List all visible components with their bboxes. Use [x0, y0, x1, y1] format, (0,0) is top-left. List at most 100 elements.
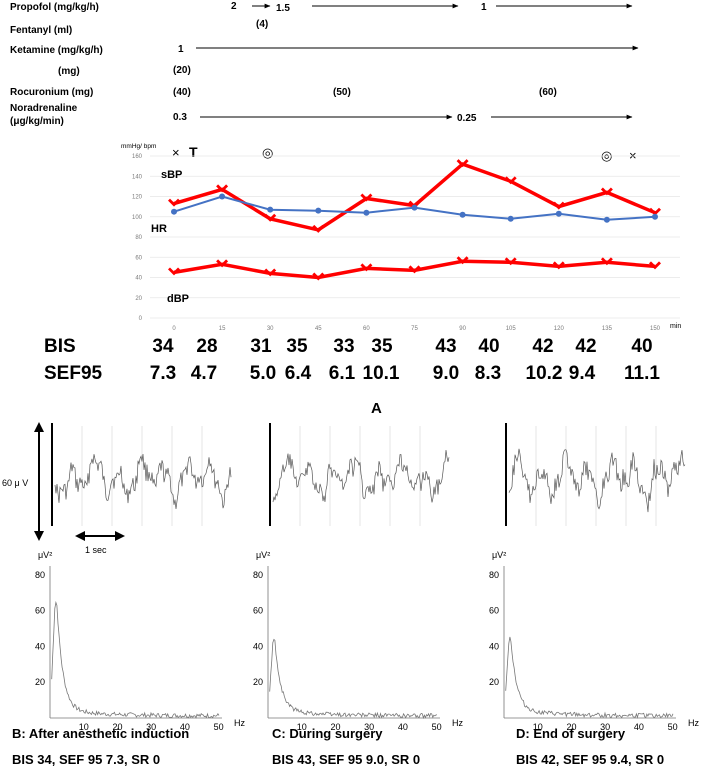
x-tick-label: 75 [411, 326, 418, 332]
panel-a-label: A [371, 400, 382, 417]
spectrum-y-tick: 20 [253, 677, 263, 687]
spectrum-y-tick: 60 [253, 606, 263, 616]
spectrum-y-tick: 80 [489, 570, 499, 580]
spectrum-y-tick: 40 [35, 641, 45, 651]
spectrum-curve [269, 638, 438, 720]
spectrum-y-tick: 40 [489, 641, 499, 651]
rocuronium-dose-3: (60) [539, 87, 557, 98]
spectrum-x-tick: 30 [600, 722, 610, 732]
bis-value: 35 [371, 336, 393, 357]
sbp-point [456, 159, 469, 168]
dbp-series-line [173, 259, 656, 280]
sbp-point [600, 187, 613, 196]
sef-value: 8.3 [475, 363, 501, 384]
spectrum-x-tick: 40 [634, 722, 644, 732]
eeg-panels: μV² 20 40 60 80 10 20 30 40 50 Hz B: After anesthet… [12, 423, 699, 767]
sbp-series-line [173, 162, 656, 232]
hr-point [603, 216, 610, 223]
time-scale-label: 1 sec [85, 545, 107, 555]
sbp-point [312, 224, 325, 233]
hr-point [507, 215, 514, 222]
dbp-point [360, 263, 373, 272]
x-tick-label: 45 [315, 326, 322, 332]
spectrum-xlabel: Hz [452, 718, 463, 728]
dbp-point [600, 257, 613, 266]
spectrum-x-tick: 50 [214, 722, 224, 732]
drug-label-fentanyl: Fentanyl (ml) [10, 25, 72, 36]
x-tick-label: 90 [459, 326, 466, 332]
eeg-panel-b: μV² 20 40 60 80 10 20 30 40 50 Hz B: After anesthet… [12, 423, 245, 767]
spectrum-y-tick: 80 [253, 570, 263, 580]
sef-value: 5.0 [250, 363, 276, 384]
spectrum-x-tick: 20 [330, 722, 340, 732]
panel-caption: BIS 34, SEF 95 7.3, SR 0 [12, 752, 160, 767]
sef-value: 9.0 [433, 363, 459, 384]
x-tick-label: 15 [219, 326, 226, 332]
chart-xlabel: min [670, 323, 681, 330]
hr-point [411, 204, 418, 211]
spectrum-x-tick: 10 [79, 722, 89, 732]
sef-value: 10.1 [363, 363, 400, 384]
panel-title: D: End of surgery [516, 726, 626, 741]
chart-x-ticks: 0 15 30 45 60 75 90 105 120 135 150 [172, 326, 660, 332]
bis-value: 40 [631, 336, 652, 357]
sef-value: 4.7 [191, 363, 217, 384]
y-tick-label: 100 [132, 215, 143, 221]
spectrum-x-tick: 50 [668, 722, 678, 732]
bis-value: 34 [152, 336, 174, 357]
hr-point [555, 210, 562, 217]
bis-row-label: BIS [44, 336, 76, 357]
sbp-point [504, 176, 517, 185]
propofol-rate-1: 1 [481, 2, 487, 13]
drug-label-noradrenaline-unit: (μg/kg/min) [10, 116, 64, 127]
hr-point [171, 208, 177, 215]
sbp-point [552, 201, 565, 210]
y-tick-label: 60 [135, 255, 142, 261]
drug-label-propofol: Propofol (mg/kg/h) [10, 2, 99, 13]
start-x-marker: × [172, 145, 180, 160]
sef-value: 10.2 [526, 363, 563, 384]
spectrum-x-tick: 30 [146, 722, 156, 732]
dbp-point [456, 256, 469, 265]
spectrum-x-tick: 20 [112, 722, 122, 732]
t-marker: T [189, 144, 198, 160]
eeg-trace [508, 448, 686, 513]
spectrum-x-tick: 40 [180, 722, 190, 732]
spectrum-y-tick: 60 [489, 606, 499, 616]
sef-value: 9.4 [569, 363, 596, 384]
dbp-point [408, 265, 421, 274]
hr-series-label: HR [151, 223, 167, 235]
sbp-point [168, 198, 180, 207]
bis-value: 31 [250, 336, 272, 357]
hr-point [459, 211, 466, 218]
spectrum-ylabel: μV² [256, 550, 270, 560]
spectrum-curve [51, 600, 220, 719]
sbp-point [216, 184, 229, 193]
dbp-point [504, 257, 517, 266]
y-tick-label: 0 [139, 316, 143, 322]
dbp-point [216, 259, 229, 268]
propofol-rate-2: 2 [231, 1, 237, 12]
x-tick-label: 150 [650, 326, 661, 332]
dbp-series-label: dBP [167, 293, 189, 305]
panel-caption: BIS 42, SEF 95 9.4, SR 0 [516, 752, 664, 767]
rocuronium-dose-1: (40) [173, 87, 191, 98]
bis-value: 35 [286, 336, 308, 357]
spectrum-x-tick: 10 [297, 722, 307, 732]
bis-value: 40 [478, 336, 499, 357]
drug-label-ketamine: Ketamine (mg/kg/h) [10, 45, 103, 56]
amplitude-scale-label: 60 μ V [2, 478, 28, 488]
bis-values-row: 34 28 31 35 33 35 43 40 42 42 40 [152, 336, 652, 357]
ketamine-bolus: (20) [173, 65, 191, 76]
dbp-point [264, 268, 277, 277]
rocuronium-dose-2: (50) [333, 87, 351, 98]
end-x-marker: × [629, 148, 637, 163]
y-tick-label: 160 [132, 154, 143, 160]
circle-marker-2: ◎ [601, 148, 612, 163]
x-tick-label: 135 [602, 326, 613, 332]
eeg-panel-c: μV² 20 40 60 80 10 20 30 40 50 Hz C: During surgery… [253, 423, 463, 767]
bis-value: 28 [196, 336, 217, 357]
spectrum-x-tick: 20 [566, 722, 576, 732]
noradrenaline-rate-2: 0.25 [457, 113, 477, 124]
